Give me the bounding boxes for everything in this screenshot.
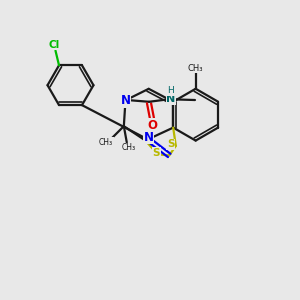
Text: H: H: [167, 86, 174, 95]
Text: CH₃: CH₃: [122, 143, 136, 152]
Text: N: N: [144, 131, 154, 144]
Text: N: N: [166, 94, 176, 104]
Text: N: N: [121, 94, 130, 107]
Text: S: S: [152, 148, 160, 158]
Text: O: O: [147, 119, 157, 132]
Text: Cl: Cl: [49, 40, 60, 50]
Text: CH₃: CH₃: [99, 138, 113, 147]
Text: CH₃: CH₃: [188, 64, 203, 73]
Text: S: S: [167, 140, 174, 149]
